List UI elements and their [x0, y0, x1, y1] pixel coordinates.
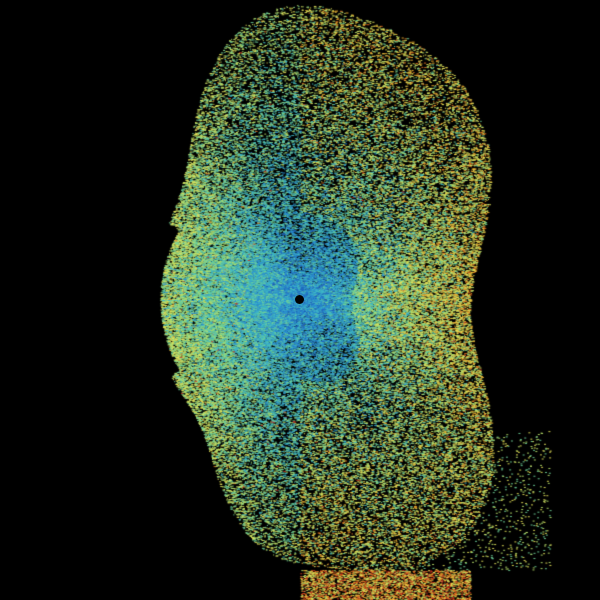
radar-site-marker [295, 295, 304, 304]
